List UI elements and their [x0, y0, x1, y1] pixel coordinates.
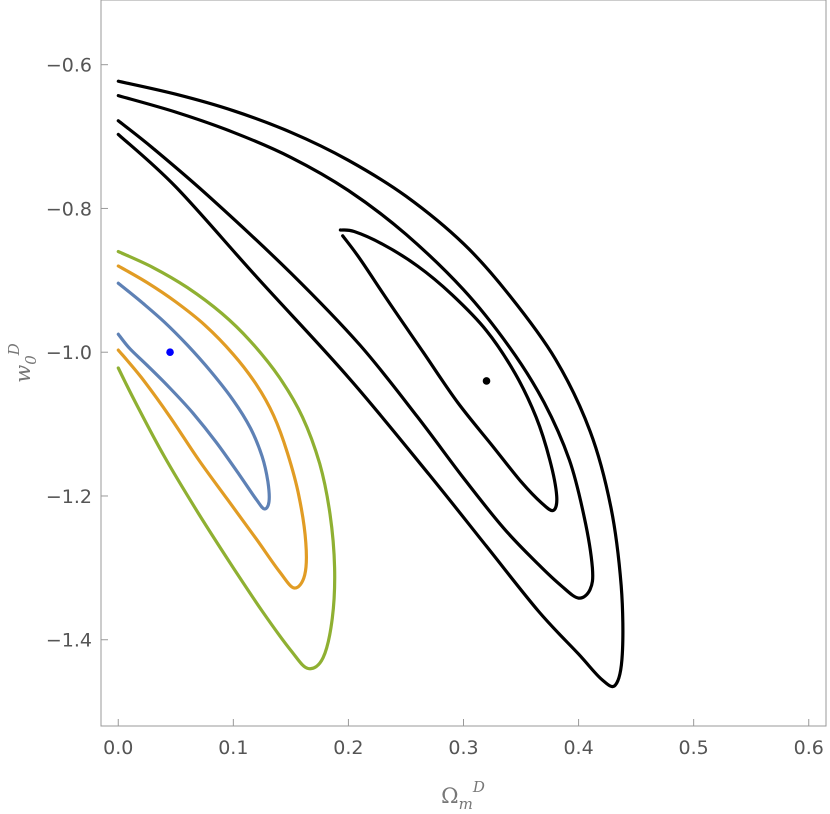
x-tick-label: 0.0 — [103, 737, 133, 759]
y-axis-label: w0D — [5, 343, 40, 383]
contour-right-level-1 — [338, 228, 559, 513]
x-tick-label: 0.3 — [448, 737, 478, 759]
right-best-fit-point — [482, 377, 491, 385]
contour-left-level-1 — [116, 281, 271, 511]
y-tick-label: −1.4 — [46, 630, 92, 652]
y-tick-label: −1.0 — [46, 342, 92, 364]
contour-right-level-3 — [116, 79, 625, 689]
left-best-fit-point — [166, 348, 174, 357]
contour-right-level-2 — [116, 94, 595, 600]
x-tick-label: 0.1 — [218, 737, 248, 759]
y-tick-label: −1.2 — [46, 486, 92, 508]
y-tick-label: −0.6 — [46, 55, 92, 77]
y-axis-ticks: −1.4 −1.2 −1.0 −0.8 −0.6 — [46, 55, 108, 652]
x-axis-label: ΩmD — [441, 778, 485, 813]
contour-left-level-2 — [116, 264, 308, 590]
x-tick-label: 0.4 — [563, 737, 593, 759]
x-tick-label: 0.5 — [679, 737, 709, 759]
x-tick-label: 0.2 — [333, 737, 363, 759]
y-tick-label: −0.8 — [46, 198, 92, 220]
contour-lines — [116, 79, 625, 689]
best-fit-points — [166, 348, 491, 385]
x-tick-label: 0.6 — [794, 737, 824, 759]
x-axis-ticks: 0.0 0.1 0.2 0.3 0.4 0.5 0.6 — [103, 719, 824, 759]
contour-left-level-3 — [116, 250, 337, 671]
plot-frame — [100, 0, 827, 727]
